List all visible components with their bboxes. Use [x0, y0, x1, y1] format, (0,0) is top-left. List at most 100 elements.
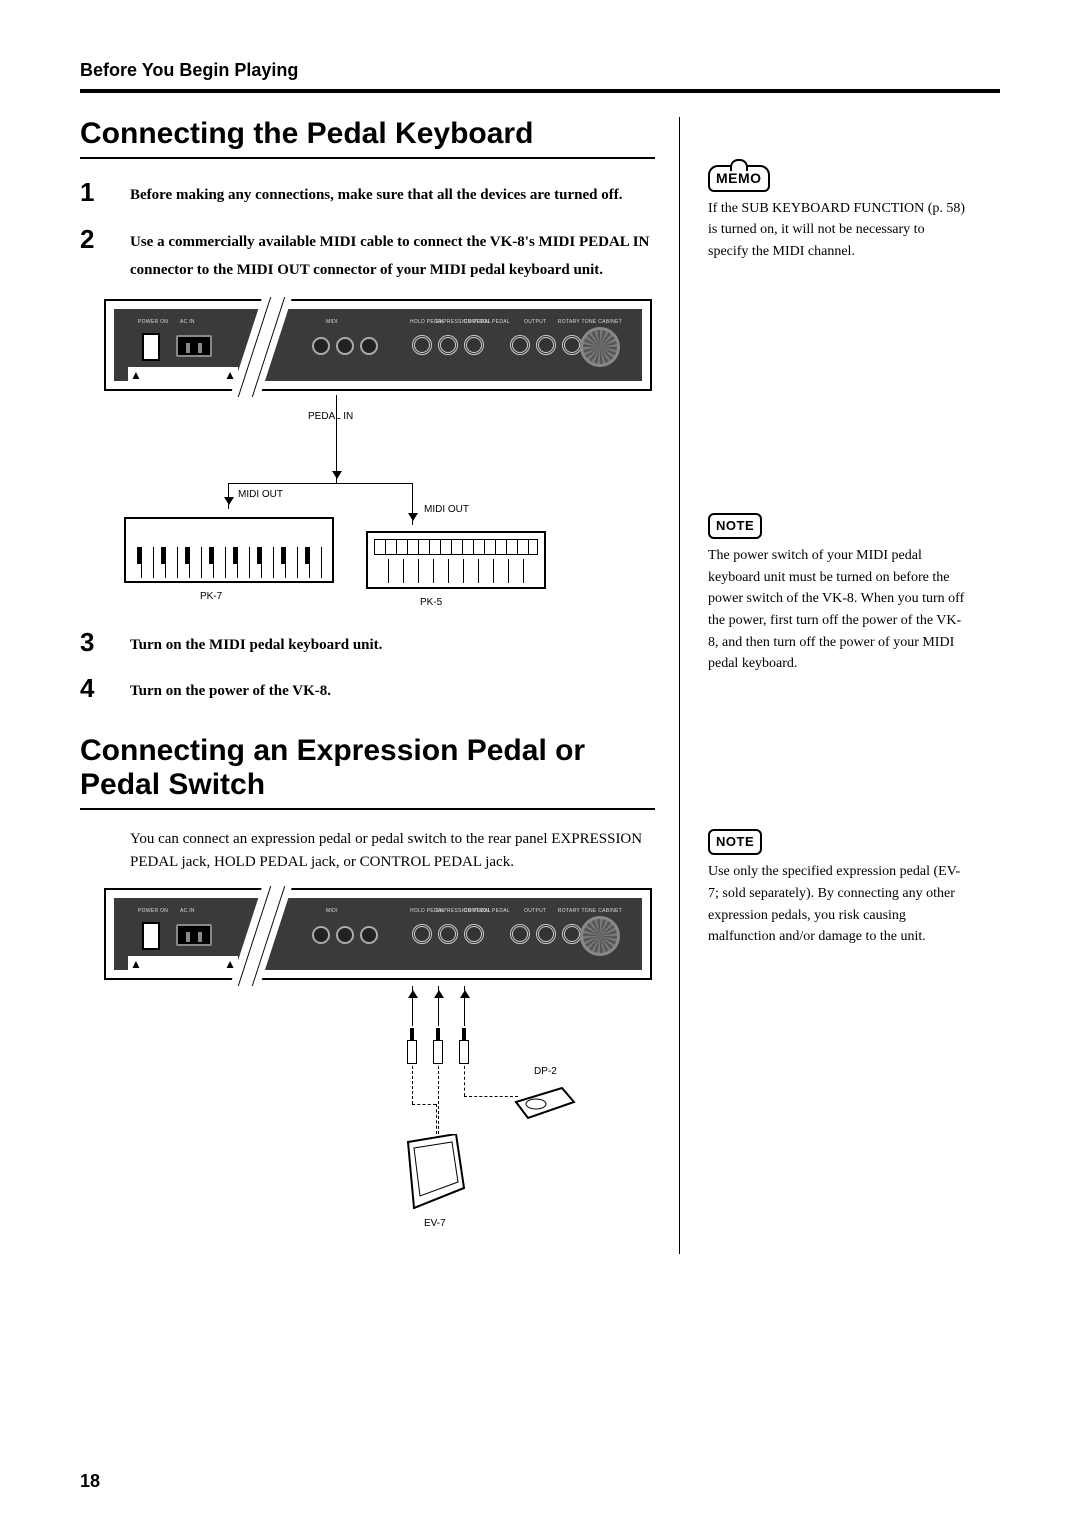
ac-inlet-icon: [176, 924, 212, 946]
cable-line-icon: [412, 1104, 436, 1105]
section-title: Connecting the Pedal Keyboard: [80, 117, 655, 151]
label-output: OUTPUT: [524, 908, 546, 914]
figure-label: MIDI OUT: [424, 504, 469, 515]
jack-icon: [536, 335, 556, 355]
step-1: 1 Before making any connections, make su…: [80, 177, 655, 210]
section-rule: [80, 157, 655, 159]
figure-label: MIDI OUT: [238, 489, 283, 500]
rear-panel-illustration: POWER ON AC IN MIDI HOLD PEDAL EXPRESSIO…: [104, 299, 652, 391]
jack-icon: [536, 924, 556, 944]
rear-panel-illustration: POWER ON AC IN MIDI HOLD PEDAL EXPRESSIO…: [104, 888, 652, 980]
jack-icon: [438, 335, 458, 355]
label-output: OUTPUT: [524, 319, 546, 325]
figure-label: DP-2: [534, 1066, 557, 1077]
header-rule: [80, 89, 1000, 93]
power-switch-icon: [142, 333, 160, 361]
label-ac: AC IN: [180, 319, 195, 325]
expression-pedal-icon: [400, 1134, 470, 1210]
pk7-keyboard-icon: [124, 517, 334, 583]
caution-label-icon: [128, 956, 238, 974]
memo-block: MEMO If the SUB KEYBOARD FUNCTION (p. 58…: [708, 165, 968, 263]
step-text: Use a commercially available MIDI cable …: [130, 224, 655, 285]
step-3: 3 Turn on the MIDI pedal keyboard unit.: [80, 627, 655, 660]
jack-icon: [510, 335, 530, 355]
arrow-icon: [464, 986, 465, 1026]
jack-icon: [438, 924, 458, 944]
step-number: 4: [80, 673, 108, 706]
arrow-icon: [412, 483, 413, 525]
plug-icon: [433, 1028, 443, 1064]
midi-connector-icon: [312, 926, 330, 944]
label-power: POWER ON: [138, 319, 168, 325]
step-number: 1: [80, 177, 108, 210]
page-number: 18: [80, 1471, 100, 1492]
step-number: 2: [80, 224, 108, 285]
midi-connector-icon: [360, 337, 378, 355]
label-ac: AC IN: [180, 908, 195, 914]
note-block: NOTE Use only the specified expression p…: [708, 829, 968, 948]
label-midi: MIDI: [326, 319, 338, 325]
midi-connector-icon: [360, 926, 378, 944]
note-text: The power switch of your MIDI pedal keyb…: [708, 545, 968, 675]
power-switch-icon: [142, 922, 160, 950]
label-power: POWER ON: [138, 908, 168, 914]
arrow-icon: [228, 483, 229, 509]
cable-line-icon: [412, 1066, 413, 1104]
content-columns: Connecting the Pedal Keyboard 1 Before m…: [80, 117, 1000, 1254]
jack-icon: [562, 924, 582, 944]
figure-label: EV-7: [424, 1218, 446, 1229]
step-2: 2 Use a commercially available MIDI cabl…: [80, 224, 655, 285]
figure-pedal-keyboard: POWER ON AC IN MIDI HOLD PEDAL EXPRESSIO…: [104, 299, 652, 611]
note-block: NOTE The power switch of your MIDI pedal…: [708, 513, 968, 675]
label-ctrl: CONTROL PEDAL: [464, 319, 510, 325]
label-midi: MIDI: [326, 908, 338, 914]
midi-connector-icon: [336, 926, 354, 944]
jack-icon: [464, 335, 484, 355]
step-text: Turn on the MIDI pedal keyboard unit.: [130, 627, 382, 660]
main-column: Connecting the Pedal Keyboard 1 Before m…: [80, 117, 680, 1254]
jack-icon: [464, 924, 484, 944]
figure-label: PK-5: [420, 597, 442, 608]
note-icon: NOTE: [708, 513, 762, 539]
midi-connector-icon: [336, 337, 354, 355]
arrow-icon: [438, 986, 439, 1026]
cable-line-icon: [464, 1066, 465, 1096]
step-text: Turn on the power of the VK-8.: [130, 673, 331, 706]
side-column: MEMO If the SUB KEYBOARD FUNCTION (p. 58…: [708, 117, 968, 1254]
pedal-switch-icon: [514, 1086, 576, 1120]
rotary-connector-icon: [580, 327, 620, 367]
step-4: 4 Turn on the power of the VK-8.: [80, 673, 655, 706]
note-text: Use only the specified expression pedal …: [708, 861, 968, 948]
memo-text: If the SUB KEYBOARD FUNCTION (p. 58) is …: [708, 198, 968, 263]
page-header-title: Before You Begin Playing: [80, 60, 1000, 81]
cable-line-icon: [438, 1066, 439, 1134]
cable-line-icon: [436, 1104, 437, 1134]
label-rotary: ROTARY TONE CABINET: [558, 908, 622, 914]
section-rule: [80, 808, 655, 810]
jack-icon: [412, 924, 432, 944]
cable-line-icon: [464, 1096, 518, 1097]
figure-expression-pedal: POWER ON AC IN MIDI HOLD PEDAL EXPRESSIO…: [104, 888, 652, 1238]
midi-connector-icon: [312, 337, 330, 355]
label-rotary: ROTARY TONE CABINET: [558, 319, 622, 325]
section-title: Connecting an Expression Pedal or Pedal …: [80, 734, 655, 802]
body-paragraph: You can connect an expression pedal or p…: [130, 828, 655, 875]
step-number: 3: [80, 627, 108, 660]
plug-icon: [459, 1028, 469, 1064]
label-ctrl: CONTROL PEDAL: [464, 908, 510, 914]
plug-icon: [407, 1028, 417, 1064]
arrow-icon: [336, 395, 337, 483]
figure-label: PEDAL IN: [308, 411, 353, 422]
caution-label-icon: [128, 367, 238, 385]
rotary-connector-icon: [580, 916, 620, 956]
memo-icon: MEMO: [708, 165, 770, 192]
jack-icon: [412, 335, 432, 355]
pk5-keyboard-icon: [366, 531, 546, 589]
step-text: Before making any connections, make sure…: [130, 177, 622, 210]
jack-icon: [562, 335, 582, 355]
arrow-icon: [412, 986, 413, 1026]
jack-icon: [510, 924, 530, 944]
figure-label: PK-7: [200, 591, 222, 602]
note-icon: NOTE: [708, 829, 762, 855]
ac-inlet-icon: [176, 335, 212, 357]
